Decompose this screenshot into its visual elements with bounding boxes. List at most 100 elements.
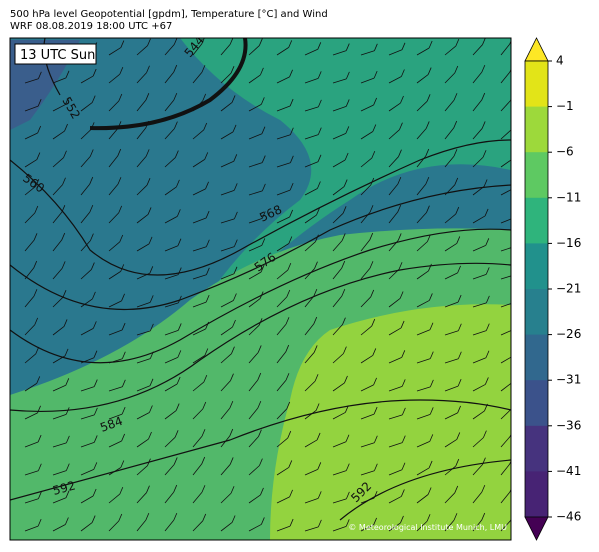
wind-barb-flag	[233, 266, 238, 274]
wind-barb-flag	[398, 149, 402, 157]
wind-barb	[52, 157, 64, 168]
colorbar-tick-label: −26	[556, 327, 581, 341]
wind-barb-flag	[229, 38, 234, 45]
wind-barb	[332, 526, 347, 532]
wind-barb-flag	[455, 206, 460, 215]
wind-barb	[360, 413, 375, 420]
wind-barb-flag	[261, 238, 266, 246]
wind-barb	[80, 442, 95, 448]
wind-barb-flag	[370, 177, 375, 186]
wind-barb	[304, 410, 317, 420]
wind-barb	[304, 352, 315, 364]
time-label: 13 UTC Sun	[20, 48, 95, 63]
wind-barb-flag	[287, 430, 292, 439]
wind-barb	[24, 525, 39, 532]
wind-barb	[192, 520, 204, 532]
wind-barb-flag	[64, 348, 69, 357]
wind-barb	[360, 131, 374, 140]
wind-barb	[52, 296, 64, 308]
wind-barb	[24, 240, 35, 252]
wind-barb-flag	[229, 428, 234, 437]
wind-barb	[108, 47, 122, 56]
wind-barb	[360, 77, 375, 84]
wind-barb	[52, 77, 67, 84]
wind-barb-flag	[89, 176, 94, 185]
wind-barb	[416, 270, 429, 280]
wind-barb-flag	[173, 38, 178, 45]
wind-barb	[192, 408, 204, 420]
wind-barb-flag	[173, 484, 178, 493]
wind-barb	[276, 134, 291, 140]
wind-barb	[332, 382, 345, 392]
wind-barb	[164, 157, 176, 168]
wind-barb-flag	[453, 120, 458, 129]
credit: © Meteorological Institute Munich, LMU	[348, 523, 507, 532]
wind-barb	[80, 495, 94, 504]
wind-barb	[416, 155, 427, 168]
wind-barb	[220, 464, 231, 476]
wind-barb-flag	[341, 260, 346, 269]
wind-barb-flag	[90, 262, 95, 270]
wind-barb	[276, 47, 289, 56]
colorbar-tick-label: −36	[556, 418, 581, 432]
wind-barb-flag	[457, 323, 462, 331]
wind-barb	[500, 382, 511, 392]
wind-barb	[472, 128, 483, 140]
wind-barb	[360, 157, 373, 168]
wind-barb-flag	[457, 405, 461, 414]
wind-barb-flag	[428, 460, 433, 469]
wind-barb	[276, 525, 291, 532]
wind-barb-flag	[514, 211, 517, 218]
wind-barb	[500, 436, 511, 448]
wind-barb-flag	[455, 458, 460, 467]
wind-barb	[388, 298, 401, 308]
wind-barb-flag	[341, 288, 346, 297]
wind-barb-flag	[94, 407, 98, 416]
wind-barb	[192, 301, 207, 308]
wind-barb-flag	[259, 291, 264, 299]
wind-barb-flag	[369, 261, 374, 269]
wind-barb	[136, 272, 150, 280]
wind-barb	[80, 269, 92, 280]
wind-barb	[444, 213, 457, 224]
wind-barb-flag	[61, 261, 66, 269]
wind-barb	[472, 156, 484, 168]
wind-barb-flag	[397, 176, 402, 185]
wind-barb	[248, 162, 263, 168]
wind-barb	[332, 441, 347, 448]
wind-barb-flag	[117, 177, 122, 185]
wind-barb-flag	[201, 429, 206, 437]
wind-barb-flag	[514, 295, 517, 302]
wind-barb-flag	[37, 71, 42, 79]
wind-barb	[108, 128, 119, 140]
wind-barb	[220, 300, 234, 308]
wind-barb	[220, 380, 231, 392]
wind-barb	[192, 328, 206, 336]
wind-barb-flag	[429, 407, 434, 415]
wind-barb-flag	[177, 267, 182, 275]
wind-barb-flag	[258, 318, 263, 326]
wind-barb-flag	[317, 491, 322, 499]
wind-barb-flag	[65, 70, 70, 78]
wind-barb-flag	[341, 233, 346, 241]
wind-barb-flag	[485, 323, 490, 331]
colorbar-tick-label: −41	[556, 464, 581, 478]
wind-barb	[108, 183, 119, 196]
wind-barb-flag	[118, 93, 123, 102]
wind-barb-flag	[33, 289, 38, 297]
wind-barb	[444, 72, 456, 84]
wind-barb	[52, 470, 67, 476]
wind-barb-flag	[119, 486, 124, 495]
title: 500 hPa level Geopotential [gpdm], Tempe…	[10, 9, 328, 20]
wind-barb-flag	[485, 350, 490, 358]
colorbar-extend-top	[524, 37, 549, 62]
wind-barb	[248, 298, 261, 308]
wind-barb-flag	[317, 42, 322, 50]
wind-barb-flag	[34, 205, 39, 214]
wind-barb-flag	[118, 205, 123, 214]
wind-barb	[164, 44, 175, 56]
wind-barb	[52, 130, 65, 140]
wind-barb-flag	[342, 317, 346, 325]
wind-barb-flag	[148, 431, 152, 440]
wind-barb-flag	[511, 123, 514, 130]
